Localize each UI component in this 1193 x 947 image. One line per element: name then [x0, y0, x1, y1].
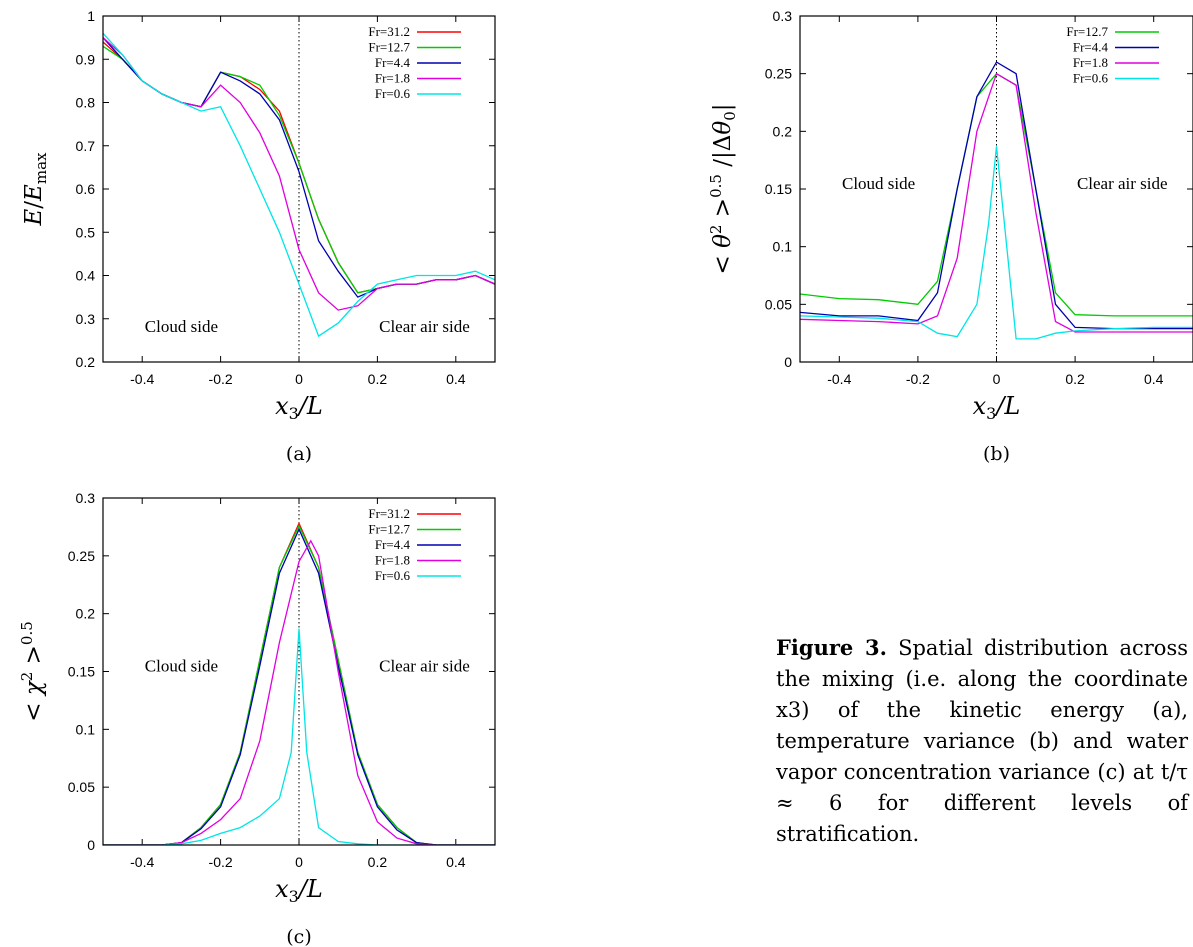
chart-panel-a: 0.2 0.3 0.4 0.5 0.6 0.7 0.8 0.9 1 -0.4 -0.2 0 0.2 0.4…	[21, 8, 496, 465]
y-tick-label: 0.8	[76, 95, 96, 111]
annotation-clear-air-side: Clear air side	[1077, 174, 1168, 193]
legend-label: Fr=4.4	[1073, 40, 1109, 55]
y-tick-label: 0.3	[773, 8, 793, 24]
y-tick-label: 0.25	[68, 548, 95, 564]
x-axis-label: x3/L	[973, 392, 1021, 423]
y-tick-label: 0.6	[76, 181, 96, 197]
y-axis-label: < θ2 >0.5 /|Δθ0|	[707, 103, 739, 274]
legend-label: Fr=12.7	[1066, 24, 1108, 39]
series-line-Fr-0-6	[800, 146, 1193, 340]
legend-label: Fr=31.2	[368, 506, 410, 521]
chart-panel-c: 0 0.05 0.1 0.15 0.2 0.25 0.3 -0.4 -0.2 0 0.2 0.4 Fr=…	[18, 490, 496, 947]
x-tick-label: 0.2	[368, 854, 388, 870]
x-tick-label: 0.2	[368, 371, 388, 387]
y-tick-label: 0	[784, 354, 792, 370]
plot-frame	[799, 15, 1193, 363]
legend-label: Fr=12.7	[368, 522, 410, 537]
y-tick-label: 0.4	[76, 268, 96, 284]
series-line-Fr-12-7	[103, 524, 495, 845]
annotation-clear-air-side: Clear air side	[379, 317, 470, 336]
x-tick-label: 0.2	[1065, 371, 1085, 387]
series-line-Fr-12-7	[800, 72, 1193, 317]
x-tick-label: -0.2	[209, 854, 233, 870]
y-tick-label: 0.7	[76, 138, 96, 154]
chart-panel-b: 0 0.05 0.1 0.15 0.2 0.25 0.3 -0.4 -0.2 0 0.2 0.4 Fr=…	[707, 8, 1193, 465]
x-tick-label: -0.4	[130, 371, 154, 387]
legend-label: Fr=4.4	[375, 537, 411, 552]
y-tick-label: 0.2	[773, 123, 793, 139]
figure-caption: Figure 3. Spatial distribution across th…	[776, 632, 1188, 850]
panel-label: (c)	[286, 926, 311, 947]
x-tick-label: 0	[993, 371, 1001, 387]
panel-label: (b)	[983, 443, 1010, 465]
series-line-Fr-31-2	[103, 521, 495, 845]
y-axis-label: E/Emax	[21, 152, 50, 227]
y-tick-label: 0.25	[765, 66, 792, 82]
legend-label: Fr=1.8	[1073, 55, 1108, 70]
legend-label: Fr=0.6	[1073, 71, 1109, 86]
series-line-Fr-0-6	[103, 628, 495, 845]
plot-frame	[102, 497, 496, 846]
series-line-Fr-4-4	[800, 61, 1193, 330]
x-tick-label: 0.4	[446, 854, 466, 870]
legend-label: Fr=0.6	[375, 568, 411, 583]
series-line-Fr-31-2	[103, 41, 495, 294]
legend-label: Fr=0.6	[375, 86, 411, 101]
annotation-cloud-side: Cloud side	[145, 657, 218, 676]
y-tick-label: 0.2	[76, 354, 96, 370]
y-tick-label: 0.1	[773, 239, 793, 255]
y-tick-label: 0.05	[765, 296, 792, 312]
y-tick-label: 0.5	[76, 224, 96, 240]
figure-caption-text: Spatial distribution across the mixing (…	[776, 636, 1188, 846]
y-tick-label: 0	[87, 837, 95, 853]
y-tick-label: 0.2	[76, 606, 96, 622]
annotation-cloud-side: Cloud side	[842, 174, 915, 193]
y-axis-label: < χ2 >0.5	[18, 621, 47, 722]
annotation-cloud-side: Cloud side	[145, 317, 218, 336]
x-tick-label: -0.2	[209, 371, 233, 387]
x-tick-label: 0	[295, 854, 303, 870]
x-tick-label: 0.4	[1144, 371, 1164, 387]
x-tick-label: 0.4	[446, 371, 466, 387]
series-line-Fr-1-8	[800, 72, 1193, 333]
legend-label: Fr=1.8	[375, 71, 410, 86]
y-tick-label: 0.1	[76, 721, 96, 737]
legend-label: Fr=1.8	[375, 553, 410, 568]
y-tick-label: 0.3	[76, 490, 96, 506]
y-tick-label: 1	[87, 8, 95, 24]
y-tick-label: 0.05	[68, 779, 95, 795]
series-line-Fr-12-7	[103, 45, 495, 294]
x-tick-label: -0.2	[906, 371, 930, 387]
y-tick-label: 0.3	[76, 311, 96, 327]
series-line-Fr-1-8	[103, 539, 495, 845]
legend-label: Fr=12.7	[368, 40, 410, 55]
x-axis-label: x3/L	[275, 392, 323, 423]
x-tick-label: -0.4	[827, 371, 851, 387]
y-tick-label: 0.15	[68, 664, 95, 680]
x-tick-label: 0	[295, 371, 303, 387]
annotation-clear-air-side: Clear air side	[379, 657, 470, 676]
y-tick-label: 0.15	[765, 181, 792, 197]
panel-label: (a)	[286, 443, 312, 465]
y-tick-label: 0.9	[76, 51, 96, 67]
legend-label: Fr=31.2	[368, 24, 410, 39]
series-line-Fr-0-6	[103, 32, 495, 338]
plot-frame	[102, 15, 496, 363]
figure-caption-label: Figure 3.	[776, 635, 887, 660]
legend-label: Fr=4.4	[375, 55, 411, 70]
x-tick-label: -0.4	[130, 854, 154, 870]
x-axis-label: x3/L	[275, 875, 323, 906]
series-line-Fr-4-4	[103, 527, 495, 845]
